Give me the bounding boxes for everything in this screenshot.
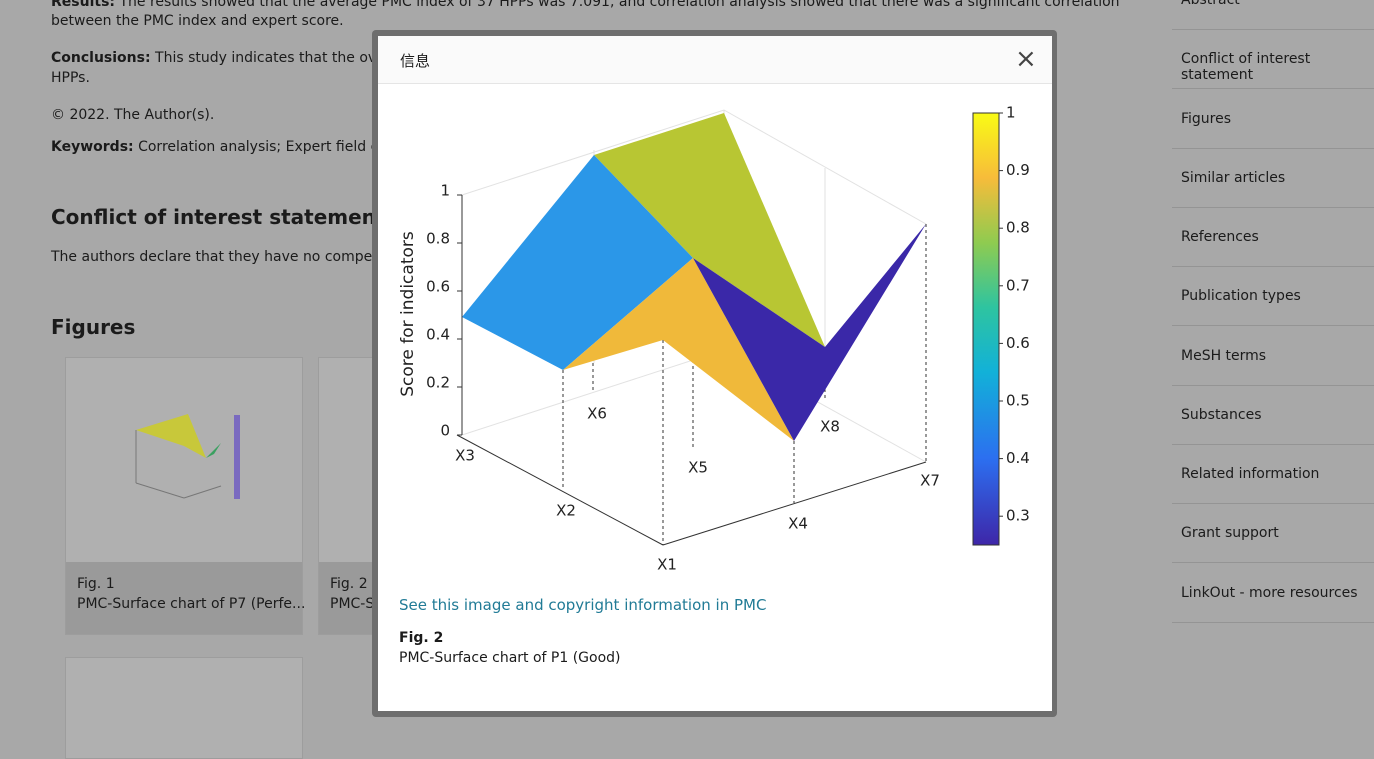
fig-label: Fig. 2 bbox=[399, 630, 444, 646]
nav-item[interactable]: LinkOut - more resources bbox=[1181, 585, 1358, 601]
nav-item[interactable]: Publication types bbox=[1181, 288, 1301, 304]
caption-area: Fig. 1 PMC-Surface chart of P7 (Perfe... bbox=[66, 562, 306, 634]
colorbar-tick-label: 0.3 bbox=[1006, 507, 1030, 525]
z-tick-label: 0.2 bbox=[426, 374, 450, 392]
z-tick-label: 0 bbox=[440, 422, 450, 440]
text: This study indicates that the overall bbox=[155, 50, 407, 66]
y-axis-label: Score for indicators bbox=[398, 231, 418, 397]
nav-item[interactable]: Abstract bbox=[1181, 0, 1240, 8]
text: The authors declare that they have no co… bbox=[51, 249, 408, 265]
fig-label: Fig. 1 bbox=[77, 576, 115, 592]
x-label: X7 bbox=[920, 472, 940, 490]
keywords: Keywords: Correlation analysis; Expert f… bbox=[51, 139, 417, 155]
heading: Figures bbox=[51, 315, 136, 339]
pmc-link[interactable]: See this image and copyright information… bbox=[399, 596, 767, 614]
close-button[interactable]: × bbox=[1015, 44, 1037, 74]
x-label: X5 bbox=[688, 459, 708, 477]
x-label: X8 bbox=[820, 418, 840, 436]
thumbnail bbox=[135, 414, 240, 499]
fig-caption: PMC-Su bbox=[330, 596, 384, 612]
x-label: X6 bbox=[587, 405, 607, 423]
text: HPPs. bbox=[51, 70, 90, 86]
modal-title: 信息 bbox=[400, 52, 431, 70]
colorbar bbox=[972, 112, 1000, 546]
nav-divider bbox=[1172, 0, 1374, 30]
results: Results: The results showed that the ave… bbox=[51, 0, 1120, 10]
page: {"article": { "results_label": "Results:… bbox=[51, 0, 1374, 759]
x-label: X2 bbox=[556, 502, 576, 520]
text: The results showed that the average PMC … bbox=[119, 0, 1120, 10]
fig-caption: PMC-Surface chart of P1 (Good) bbox=[399, 650, 621, 666]
fig-caption: PMC-Surface chart of P7 (Perfe... bbox=[77, 596, 306, 612]
label: Conclusions: bbox=[51, 50, 151, 66]
z-tick-label: 1 bbox=[440, 182, 450, 200]
nav-divider bbox=[1172, 563, 1374, 623]
colorbar-tick-label: 0.5 bbox=[1006, 392, 1030, 410]
nav-divider bbox=[1172, 29, 1374, 89]
heading: Conflict of interest statement bbox=[51, 205, 386, 229]
figure: Score for indicators 0 0.2 0.4 0.6 0.8 1 X3 X2 X… bbox=[398, 104, 1030, 574]
axes bbox=[456, 195, 927, 546]
colorbar-tick-label: 0.8 bbox=[1006, 219, 1030, 237]
colorbar-tick-label: 1 bbox=[1006, 104, 1016, 122]
page-body: Results: The results showed that the ave… bbox=[51, 0, 1374, 759]
colorbar-tick-label: 0.7 bbox=[1006, 276, 1030, 294]
figure-card[interactable]: Fig. 1 PMC-Surface chart of P7 (Perfe... bbox=[65, 357, 306, 635]
fig-label: Fig. 2 bbox=[330, 576, 368, 592]
label: Results: bbox=[51, 0, 115, 10]
modal: 信息 × Score for indicators bbox=[372, 30, 1057, 717]
text: between the PMC index and expert score. bbox=[51, 13, 344, 29]
colorbar-tick-label: 0.6 bbox=[1006, 334, 1030, 352]
nav-item[interactable]: Conflict of interest statement bbox=[1181, 51, 1311, 83]
conclusions: Conclusions: This study indicates that t… bbox=[51, 50, 407, 66]
modal-body: 信息 × Score for indicators bbox=[378, 36, 1052, 711]
surface bbox=[462, 113, 926, 441]
nav-item[interactable]: Similar articles bbox=[1181, 170, 1286, 186]
z-tick-label: 0.4 bbox=[426, 326, 450, 344]
nav-divider bbox=[1172, 207, 1374, 267]
copyright: © 2022. The Author(s). bbox=[51, 107, 215, 123]
label: Keywords: bbox=[51, 139, 134, 155]
nav-divider bbox=[1172, 385, 1374, 445]
nav-divider bbox=[1172, 266, 1374, 326]
nav-divider bbox=[1172, 326, 1374, 386]
figure-card[interactable] bbox=[65, 657, 303, 759]
nav-item[interactable]: MeSH terms bbox=[1181, 348, 1267, 364]
x-label: X1 bbox=[657, 556, 677, 574]
nav-divider bbox=[1172, 89, 1374, 149]
z-tick-label: 0.8 bbox=[426, 230, 450, 248]
nav-divider bbox=[1172, 503, 1374, 563]
x-label: X3 bbox=[455, 447, 475, 465]
colorbar-tick-label: 0.4 bbox=[1006, 449, 1030, 467]
nav-item[interactable]: References bbox=[1181, 229, 1259, 245]
colorbar-tick-label: 0.9 bbox=[1006, 161, 1030, 179]
nav-divider bbox=[1172, 148, 1374, 208]
nav-item[interactable]: Grant support bbox=[1181, 525, 1279, 541]
modal-header: 信息 × bbox=[378, 36, 1052, 84]
x-label: X4 bbox=[788, 515, 808, 533]
text: Correlation analysis; Expert field evalu… bbox=[138, 139, 418, 155]
nav-item[interactable]: Related information bbox=[1181, 466, 1320, 482]
nav-divider bbox=[1172, 444, 1374, 504]
nav-item[interactable]: Figures bbox=[1181, 111, 1232, 127]
z-tick-label: 0.6 bbox=[426, 278, 450, 296]
nav-item[interactable]: Substances bbox=[1181, 407, 1262, 423]
